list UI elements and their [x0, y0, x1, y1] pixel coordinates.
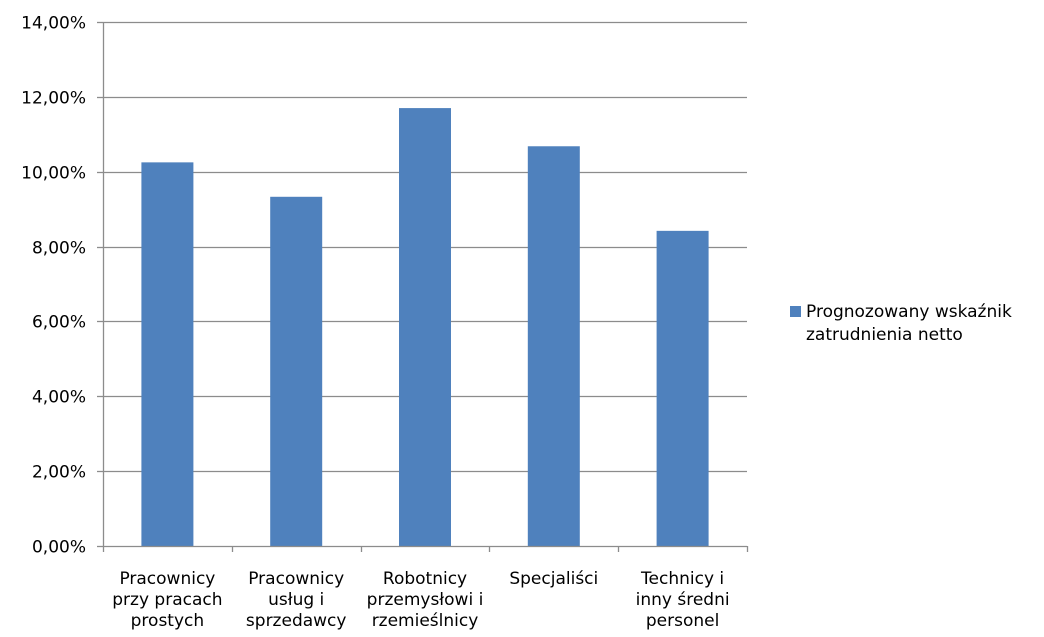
legend-label-line: zatrudnienia netto [806, 325, 963, 345]
x-category-label: Pracownicy usług i sprzedawcy [246, 569, 347, 631]
bar [656, 230, 709, 546]
legend-swatch [790, 306, 801, 317]
x-category-label: Technicy i inny średni personel [636, 569, 730, 631]
axes [102, 22, 749, 552]
x-axis-labels: Pracownicy przy pracach prostychPracownicy… [112, 569, 729, 631]
y-tick-label: 8,00% [32, 239, 86, 259]
y-tick-label: 10,00% [21, 164, 86, 184]
x-category-label-line: Specjaliści [509, 569, 598, 589]
legend: Prognozowany wskaźnik zatrudnienia netto [790, 302, 1012, 345]
y-tick-label: 12,00% [21, 89, 86, 109]
x-category-label-line: inny średni [636, 590, 730, 610]
y-tick-label: 2,00% [32, 463, 86, 483]
y-tick-label: 14,00% [21, 14, 86, 34]
x-category-label-line: personel [646, 611, 719, 631]
bar [141, 162, 194, 546]
x-category-label-line: Robotnicy [383, 569, 467, 589]
x-category-label-line: przemysłowi i [367, 590, 484, 610]
x-category-label-line: przy pracach [112, 590, 222, 610]
x-category-label-line: prostych [131, 611, 205, 631]
y-tick-label: 0,00% [32, 538, 86, 558]
bars [141, 108, 709, 546]
y-tick-label: 6,00% [32, 313, 86, 333]
bar [527, 146, 580, 546]
y-axis-ticks: 0,00% 2,00% 4,00% 6,00% 8,00% 10,00% 12,00% 14,… [21, 14, 103, 558]
x-category-label-line: rzemieślnicy [372, 611, 479, 631]
bar [399, 108, 451, 546]
x-category-label-line: Technicy i [640, 569, 724, 589]
x-category-label: Robotnicy przemysłowi i rzemieślnicy [367, 569, 484, 631]
legend-label-line: Prognozowany wskaźnik [806, 302, 1012, 322]
x-category-label-line: usług i [268, 590, 324, 610]
x-category-label-line: Pracownicy [119, 569, 215, 589]
x-category-label-line: Pracownicy [248, 569, 344, 589]
x-category-label-line: sprzedawcy [246, 611, 347, 631]
x-category-label: Specjaliści [509, 569, 598, 589]
legend-label: Prognozowany wskaźnik zatrudnienia netto [806, 302, 1012, 345]
x-category-label: Pracownicy przy pracach prostych [112, 569, 222, 631]
y-tick-label: 4,00% [32, 388, 86, 408]
bar [270, 196, 323, 546]
